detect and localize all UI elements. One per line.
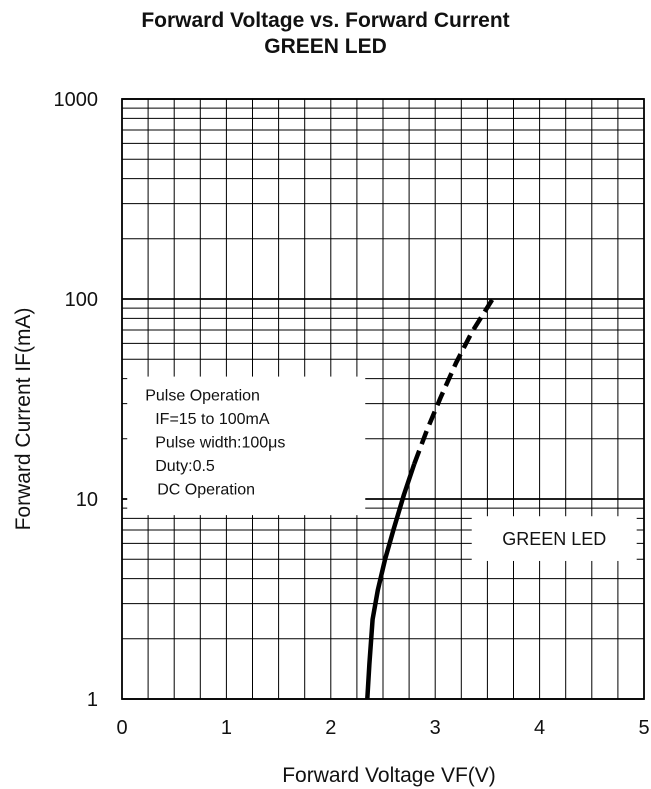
x-tick-label: 4 bbox=[534, 717, 545, 739]
legend: GREEN LED bbox=[471, 516, 637, 561]
legend-background bbox=[471, 516, 637, 561]
annotation-line: Pulse width:100μs bbox=[155, 435, 285, 452]
annotation-line: Pulse Operation bbox=[145, 388, 260, 405]
chart-title: Forward Voltage vs. Forward Current bbox=[141, 9, 510, 32]
y-tick-label: 100 bbox=[65, 289, 98, 311]
plot-frame bbox=[121, 98, 645, 700]
y-tick-label: 1 bbox=[87, 689, 98, 711]
chart-title-block: Forward Voltage vs. Forward Current GREE… bbox=[0, 8, 651, 60]
annotation-box-background bbox=[127, 376, 366, 516]
annotation-line: Duty:0.5 bbox=[155, 458, 215, 475]
x-tick-label: 3 bbox=[430, 717, 441, 739]
series-group bbox=[365, 297, 495, 700]
x-tick-label: 2 bbox=[325, 717, 336, 739]
y-axis-label: Forward Current IF(mA) bbox=[12, 308, 35, 531]
x-tick-label: 0 bbox=[116, 717, 127, 739]
series-line bbox=[412, 297, 495, 465]
annotation-line: IF=15 to 100mA bbox=[155, 411, 270, 428]
annotation-line: DC Operation bbox=[157, 482, 255, 499]
y-tick-label: 10 bbox=[76, 489, 98, 511]
chart-subtitle: GREEN LED bbox=[264, 35, 387, 58]
x-tick-label: 1 bbox=[221, 717, 232, 739]
annotation-box: Pulse Operation IF=15 to 100mA Pulse wid… bbox=[127, 376, 366, 516]
legend-label: GREEN LED bbox=[502, 529, 606, 549]
series-line bbox=[365, 463, 417, 700]
x-tick-label: 5 bbox=[638, 717, 649, 739]
x-axis-label: Forward Voltage VF(V) bbox=[282, 764, 496, 787]
y-tick-label: 1000 bbox=[54, 89, 99, 111]
